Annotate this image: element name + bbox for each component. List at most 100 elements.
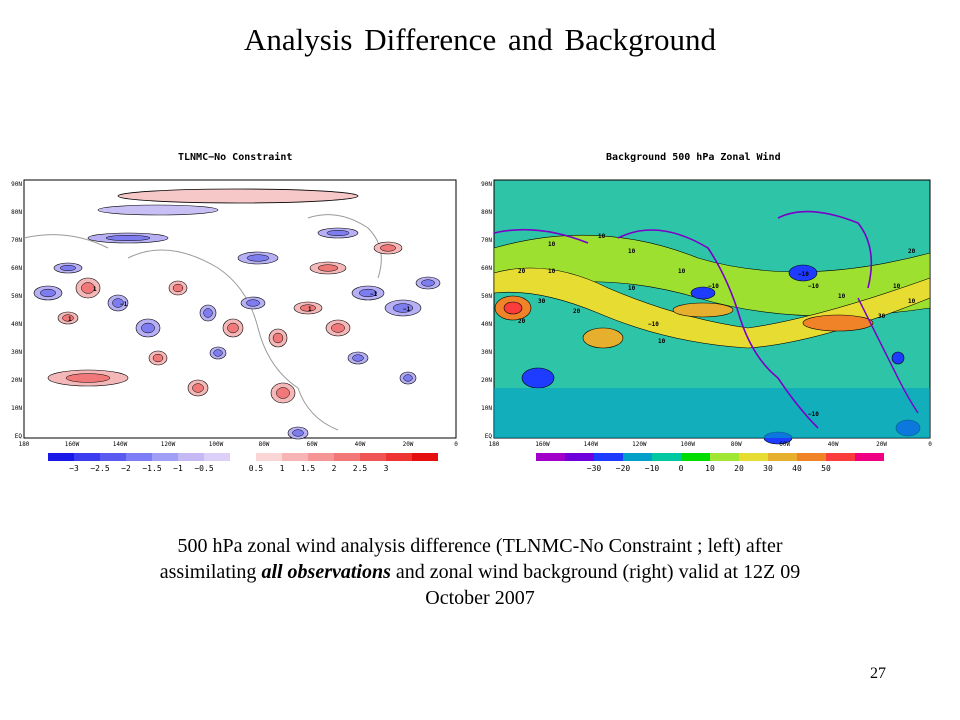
contour-label: 10 [628, 285, 636, 292]
difference-contour-inner [40, 288, 56, 298]
colorbar-swatch [308, 453, 334, 461]
colorbar-label: 20 [734, 464, 744, 473]
right-panel-title: Background 500 hPa Zonal Wind [606, 152, 781, 163]
difference-contour-inner [203, 308, 213, 318]
colorbar-swatch [565, 453, 594, 461]
colorbar-swatch [178, 453, 204, 461]
lat-tick-label: 40N [481, 321, 492, 328]
difference-contour-inner [246, 299, 260, 307]
lon-tick-label: 160W [535, 441, 550, 448]
contour-label: 10 [893, 283, 901, 290]
colorbar-swatch [594, 453, 623, 461]
figure-caption: 500 hPa zonal wind analysis difference (… [110, 533, 850, 611]
difference-contour-inner [60, 265, 76, 271]
colorbar-swatch [74, 453, 100, 461]
lon-tick-label: 100W [209, 441, 224, 448]
difference-contour-inner [276, 387, 290, 399]
easterly-region [891, 351, 905, 365]
left-colorbar [48, 453, 438, 461]
colorbar-label: 50 [821, 464, 831, 473]
difference-contour-inner [421, 279, 435, 287]
easterly-region [521, 367, 555, 389]
lat-tick-label: 70N [11, 237, 22, 244]
colorbar-label: −0.5 [194, 464, 214, 473]
left-map-svg: 1−11−11−1 90N80N70N60N50N40N30N20N10NEQ1… [11, 179, 458, 448]
lat-tick-label: 10N [481, 405, 492, 412]
lat-tick-label: 80N [481, 209, 492, 216]
difference-contour-inner [358, 288, 378, 298]
left-panel-title: TLNMC−No Constraint [178, 152, 293, 163]
contour-label: −10 [808, 411, 819, 418]
tropical-band [494, 388, 930, 438]
colorbar-swatch [855, 453, 884, 461]
lat-tick-label: 50N [481, 293, 492, 300]
contour-label: 30 [878, 313, 886, 320]
colorbar-swatch [652, 453, 681, 461]
difference-contour-inner [300, 304, 316, 312]
lon-tick-label: 80W [259, 441, 270, 448]
right-colorbar-labels: −30 −20 −10 0 10 20 30 40 50 [536, 464, 896, 474]
difference-contour-inner [331, 323, 345, 333]
difference-contour-inner [392, 303, 414, 313]
colorbar-label: −30 [586, 464, 602, 473]
colorbar-swatch [230, 453, 256, 461]
lon-tick-label: 180 [19, 441, 30, 448]
wind-max [582, 327, 624, 349]
lon-tick-label: 140W [113, 441, 128, 448]
easterly-region [690, 286, 716, 300]
right-map: 10 10 20 10 −10 30 20 10 10 −10 20 10 −10 30 10 20 −10 10… [478, 178, 938, 448]
colorbar-label: 1.5 [300, 464, 316, 473]
slide-title: Analysis Difference and Background [244, 22, 716, 57]
colorbar-swatch [256, 453, 282, 461]
colorbar-swatch [360, 453, 386, 461]
contour-label: −1 [403, 306, 411, 313]
colorbar-label: 3 [383, 464, 389, 473]
lon-tick-label: 140W [584, 441, 599, 448]
lat-tick-label: 20N [481, 377, 492, 384]
colorbar-swatch [386, 453, 412, 461]
lat-tick-label: 50N [11, 293, 22, 300]
contour-label: 1 [308, 306, 312, 313]
lon-tick-label: 180 [489, 441, 500, 448]
colorbar-label: 10 [705, 464, 715, 473]
difference-contour-inner [172, 283, 184, 293]
left-colorbar-labels: −3 −2.5 −2 −1.5 −1 −0.5 0.5 1 1.5 2 2.5 3 [48, 464, 448, 474]
contour-label: −10 [808, 283, 819, 290]
difference-contour-inner [62, 314, 74, 322]
contour-label: −10 [648, 321, 659, 328]
colorbar-swatch [204, 453, 230, 461]
lon-tick-label: 120W [161, 441, 176, 448]
difference-contour-inner [227, 322, 239, 334]
lat-tick-label: 30N [11, 349, 22, 356]
colorbar-label: 2 [331, 464, 337, 473]
contour-label: 10 [658, 338, 666, 345]
caption-line-2: assimilating all observations and zonal … [110, 559, 850, 585]
lon-tick-label: 80W [731, 441, 742, 448]
contour-label: 10 [838, 293, 846, 300]
difference-contour-inner [105, 235, 151, 241]
colorbar-swatch [412, 453, 438, 461]
lat-tick-label: 90N [11, 181, 22, 188]
colorbar-swatch [768, 453, 797, 461]
right-panel: Background 500 hPa Zonal Wind 10 10 20 10 −1… [478, 152, 938, 474]
colorbar-swatch [797, 453, 826, 461]
colorbar-swatch [710, 453, 739, 461]
colorbar-swatch [681, 453, 710, 461]
caption-line-2-post: and zonal wind background (right) valid … [390, 561, 801, 583]
difference-contour-inner [246, 254, 270, 262]
difference-contour-inner [317, 264, 339, 272]
contour-label: 10 [548, 268, 556, 275]
difference-contour-inner [380, 244, 396, 252]
colorbar-swatch [334, 453, 360, 461]
colorbar-swatch [826, 453, 855, 461]
contour-label: 1 [93, 286, 97, 293]
difference-contour-inner [326, 230, 350, 236]
colorbar-label: −2 [121, 464, 131, 473]
right-map-svg: 10 10 20 10 −10 30 20 10 10 −10 20 10 −10 30 10 20 −10 10… [481, 179, 932, 448]
lat-tick-label: 70N [481, 237, 492, 244]
lat-tick-label: 30N [481, 349, 492, 356]
difference-contour-inner [112, 298, 124, 308]
lat-tick-label: 60N [11, 265, 22, 272]
colorbar-label: −1.5 [142, 464, 162, 473]
wind-band-20 [493, 234, 931, 317]
